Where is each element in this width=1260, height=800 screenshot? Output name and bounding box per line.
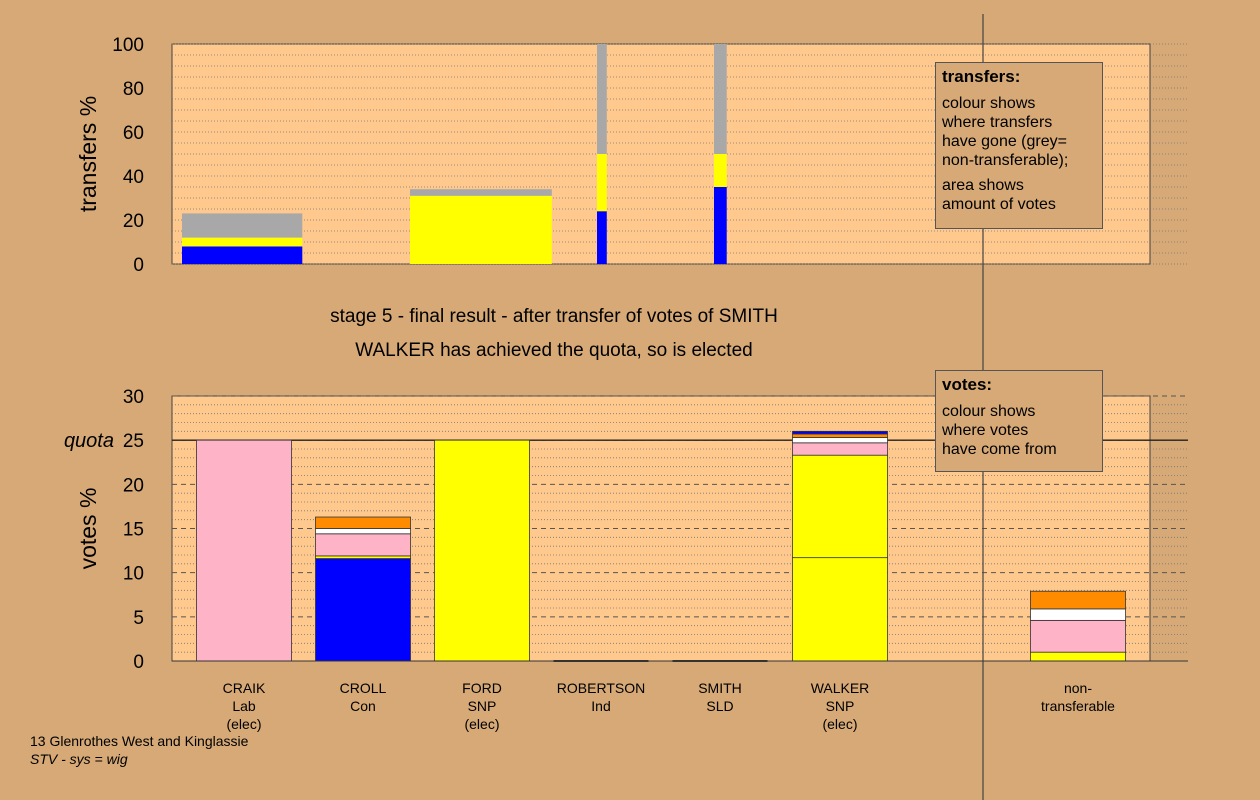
vote-bar-segment: [792, 454, 888, 559]
transfers-y-tick-label: 60: [123, 123, 144, 144]
transfer-bar-segment: [714, 44, 727, 154]
vote-bar-segment: [1030, 619, 1126, 653]
transfers-y-tick-label: 100: [112, 35, 144, 56]
votes-y-tick-label: 20: [123, 475, 144, 496]
votes-legend: votes: colour shows where votes have com…: [935, 370, 1103, 472]
candidate-label: (elec): [226, 716, 261, 732]
votes-y-tick-label: 25: [123, 431, 144, 452]
transfer-bar-segment: [182, 213, 303, 238]
candidate-label: CRAIK: [223, 680, 266, 696]
votes-legend-line: where votes: [942, 422, 1029, 439]
candidate-label: SNP: [826, 698, 855, 714]
result-caption: WALKER has achieved the quota, so is ele…: [355, 340, 753, 361]
transfers-y-axis-label: transfers %: [75, 96, 101, 212]
transfers-legend-line: amount of votes: [942, 196, 1056, 213]
transfer-bar-segment: [410, 189, 552, 196]
votes-y-tick-label: 15: [123, 520, 144, 541]
votes-y-tick-label: 10: [123, 564, 144, 585]
transfers-y-tick-label: 80: [123, 79, 144, 100]
vote-bar-segment: [196, 439, 292, 662]
votes-y-tick-label: 30: [123, 387, 144, 408]
transfers-y-tick-label: 40: [123, 167, 144, 188]
transfer-bar-segment: [410, 195, 552, 264]
vote-bar-segment: [1030, 590, 1126, 610]
transfers-y-tick-label: 20: [123, 211, 144, 232]
candidate-label: WALKER: [811, 680, 870, 696]
quota-label: quota: [64, 430, 114, 452]
transfers-legend-line: area shows: [942, 177, 1024, 194]
vote-bar-segment: [315, 533, 411, 557]
candidate-label: Ind: [591, 698, 610, 714]
vote-bar-segment: [315, 558, 411, 662]
transfer-bar-segment: [182, 237, 303, 247]
candidate-label: (elec): [822, 716, 857, 732]
vote-bar-segment: [434, 439, 530, 662]
system-label: STV - sys = wig: [30, 751, 128, 767]
transfers-legend-line: colour shows: [942, 95, 1036, 112]
votes-y-tick-label: 5: [133, 608, 144, 629]
candidate-label: CROLL: [340, 680, 387, 696]
transfers-legend-title: transfers:: [942, 67, 1021, 86]
transfer-bar-segment: [597, 154, 607, 212]
votes-legend-title: votes:: [942, 375, 993, 394]
candidate-label: ROBERTSON: [557, 680, 645, 696]
transfer-bar-segment: [714, 154, 727, 187]
vote-bar-segment: [792, 433, 888, 438]
vote-bar-segment: [315, 516, 411, 529]
votes-legend-line: colour shows: [942, 403, 1036, 420]
candidate-label: Con: [350, 698, 376, 714]
transfers-legend: transfers: colour shows where transfers …: [935, 62, 1103, 229]
votes-legend-line: have come from: [942, 441, 1057, 458]
constituency-label: 13 Glenrothes West and Kinglassie: [30, 733, 249, 749]
vote-bar-segment: [792, 442, 888, 456]
transfer-bar-segment: [597, 211, 607, 264]
transfer-bar-segment: [714, 187, 727, 264]
vote-bar-segment: [1030, 608, 1126, 621]
candidate-label: FORD: [462, 680, 502, 696]
candidate-label: SNP: [468, 698, 497, 714]
stage-caption: stage 5 - final result - after transfer …: [330, 306, 778, 327]
candidate-label: non-: [1064, 680, 1092, 696]
vote-bar-segment: [792, 437, 888, 444]
transfers-legend-line: non-transferable);: [942, 152, 1069, 169]
candidate-label: SMITH: [698, 680, 742, 696]
votes-y-tick-label: 0: [133, 652, 144, 673]
transfers-y-tick-label: 0: [133, 255, 144, 276]
vote-bar-segment: [792, 430, 888, 435]
candidate-label: (elec): [464, 716, 499, 732]
transfers-legend-line: have gone (grey=: [942, 133, 1067, 150]
candidate-label: Lab: [232, 698, 256, 714]
transfer-bar-segment: [182, 246, 303, 264]
transfers-legend-line: where transfers: [942, 114, 1053, 131]
vote-bar-segment: [1030, 651, 1126, 662]
candidate-label: transferable: [1041, 698, 1115, 714]
vote-bar-segment: [315, 528, 411, 535]
votes-y-axis-label: votes %: [75, 488, 101, 570]
transfer-bar-segment: [597, 44, 607, 154]
vote-bar-segment: [792, 557, 888, 662]
candidate-label: SLD: [706, 698, 733, 714]
